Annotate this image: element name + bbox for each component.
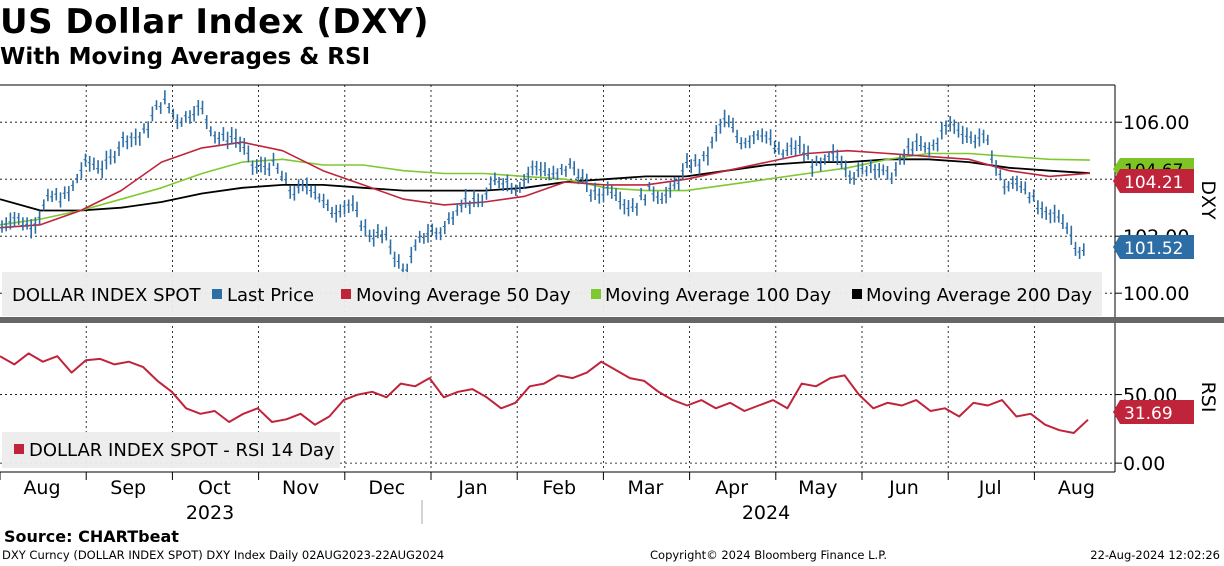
legend-rsi: DOLLAR INDEX SPOT - RSI 14 Day xyxy=(29,440,335,461)
rsi-axis-title: RSI xyxy=(1197,382,1219,413)
legend-last-price: Last Price xyxy=(227,285,314,306)
year-label-2024: 2024 xyxy=(742,502,790,524)
rsi-line xyxy=(0,352,1089,434)
legend-swatch-ma100 xyxy=(591,289,601,299)
x-tick-label: Oct xyxy=(198,477,231,499)
series-line-moving-average-200-day xyxy=(0,158,1091,212)
rsi-value: 31.69 xyxy=(1124,404,1173,424)
source-note: Source: CHARTbeat xyxy=(4,527,179,546)
price-y-tick-label: 106.00 xyxy=(1123,112,1189,134)
x-tick-label: Mar xyxy=(627,477,663,499)
x-tick-label: Aug xyxy=(23,477,60,499)
legend-swatch-ma200 xyxy=(852,289,862,299)
price-legend-box xyxy=(2,272,1102,316)
x-tick-label: May xyxy=(798,477,837,499)
rsi-y-tick-label: 0.00 xyxy=(1123,453,1165,475)
rsi-value-tag xyxy=(1113,400,1194,424)
ma50-value-tag xyxy=(1113,169,1194,193)
x-tick-label: Aug xyxy=(1058,477,1095,499)
x-tick-label: Jan xyxy=(457,477,487,499)
legend-swatch-rsi xyxy=(14,444,24,454)
series-line-moving-average-100-day xyxy=(0,152,1091,226)
year-label-2023: 2023 xyxy=(186,502,234,524)
panel-divider[interactable] xyxy=(0,317,1224,323)
footer-security-info: DXY Curncy (DOLLAR INDEX SPOT) DXY Index… xyxy=(2,548,445,562)
x-tick-label: Sep xyxy=(110,477,146,499)
chart-title: US Dollar Index (DXY) xyxy=(0,2,430,42)
legend-security: DOLLAR INDEX SPOT xyxy=(12,285,202,306)
footer-copyright: Copyright© 2024 Bloomberg Finance L.P. xyxy=(650,548,887,562)
x-tick-label: Apr xyxy=(715,477,748,499)
x-tick-label: Jul xyxy=(978,477,1002,499)
price-y-tick-label: 100.00 xyxy=(1123,283,1189,305)
x-tick-label: Nov xyxy=(282,477,319,499)
chart-subtitle: With Moving Averages & RSI xyxy=(0,44,371,70)
last-price-value: 101.52 xyxy=(1124,239,1183,259)
x-tick-label: Dec xyxy=(368,477,405,499)
rsi-legend-box xyxy=(2,432,340,468)
dxy-axis-title: DXY xyxy=(1197,180,1219,220)
legend-ma200: Moving Average 200 Day xyxy=(866,285,1092,306)
last-price-value-tag xyxy=(1113,235,1194,259)
legend-swatch-last-price xyxy=(212,289,222,299)
x-tick-label: Feb xyxy=(542,477,576,499)
footer-timestamp: 22-Aug-2024 12:02:26 xyxy=(1090,548,1220,562)
legend-ma50: Moving Average 50 Day xyxy=(356,285,571,306)
x-tick-label: Jun xyxy=(888,477,919,499)
legend-swatch-ma50 xyxy=(341,289,351,299)
ma50-value: 104.21 xyxy=(1124,173,1183,193)
legend-ma100: Moving Average 100 Day xyxy=(605,285,831,306)
